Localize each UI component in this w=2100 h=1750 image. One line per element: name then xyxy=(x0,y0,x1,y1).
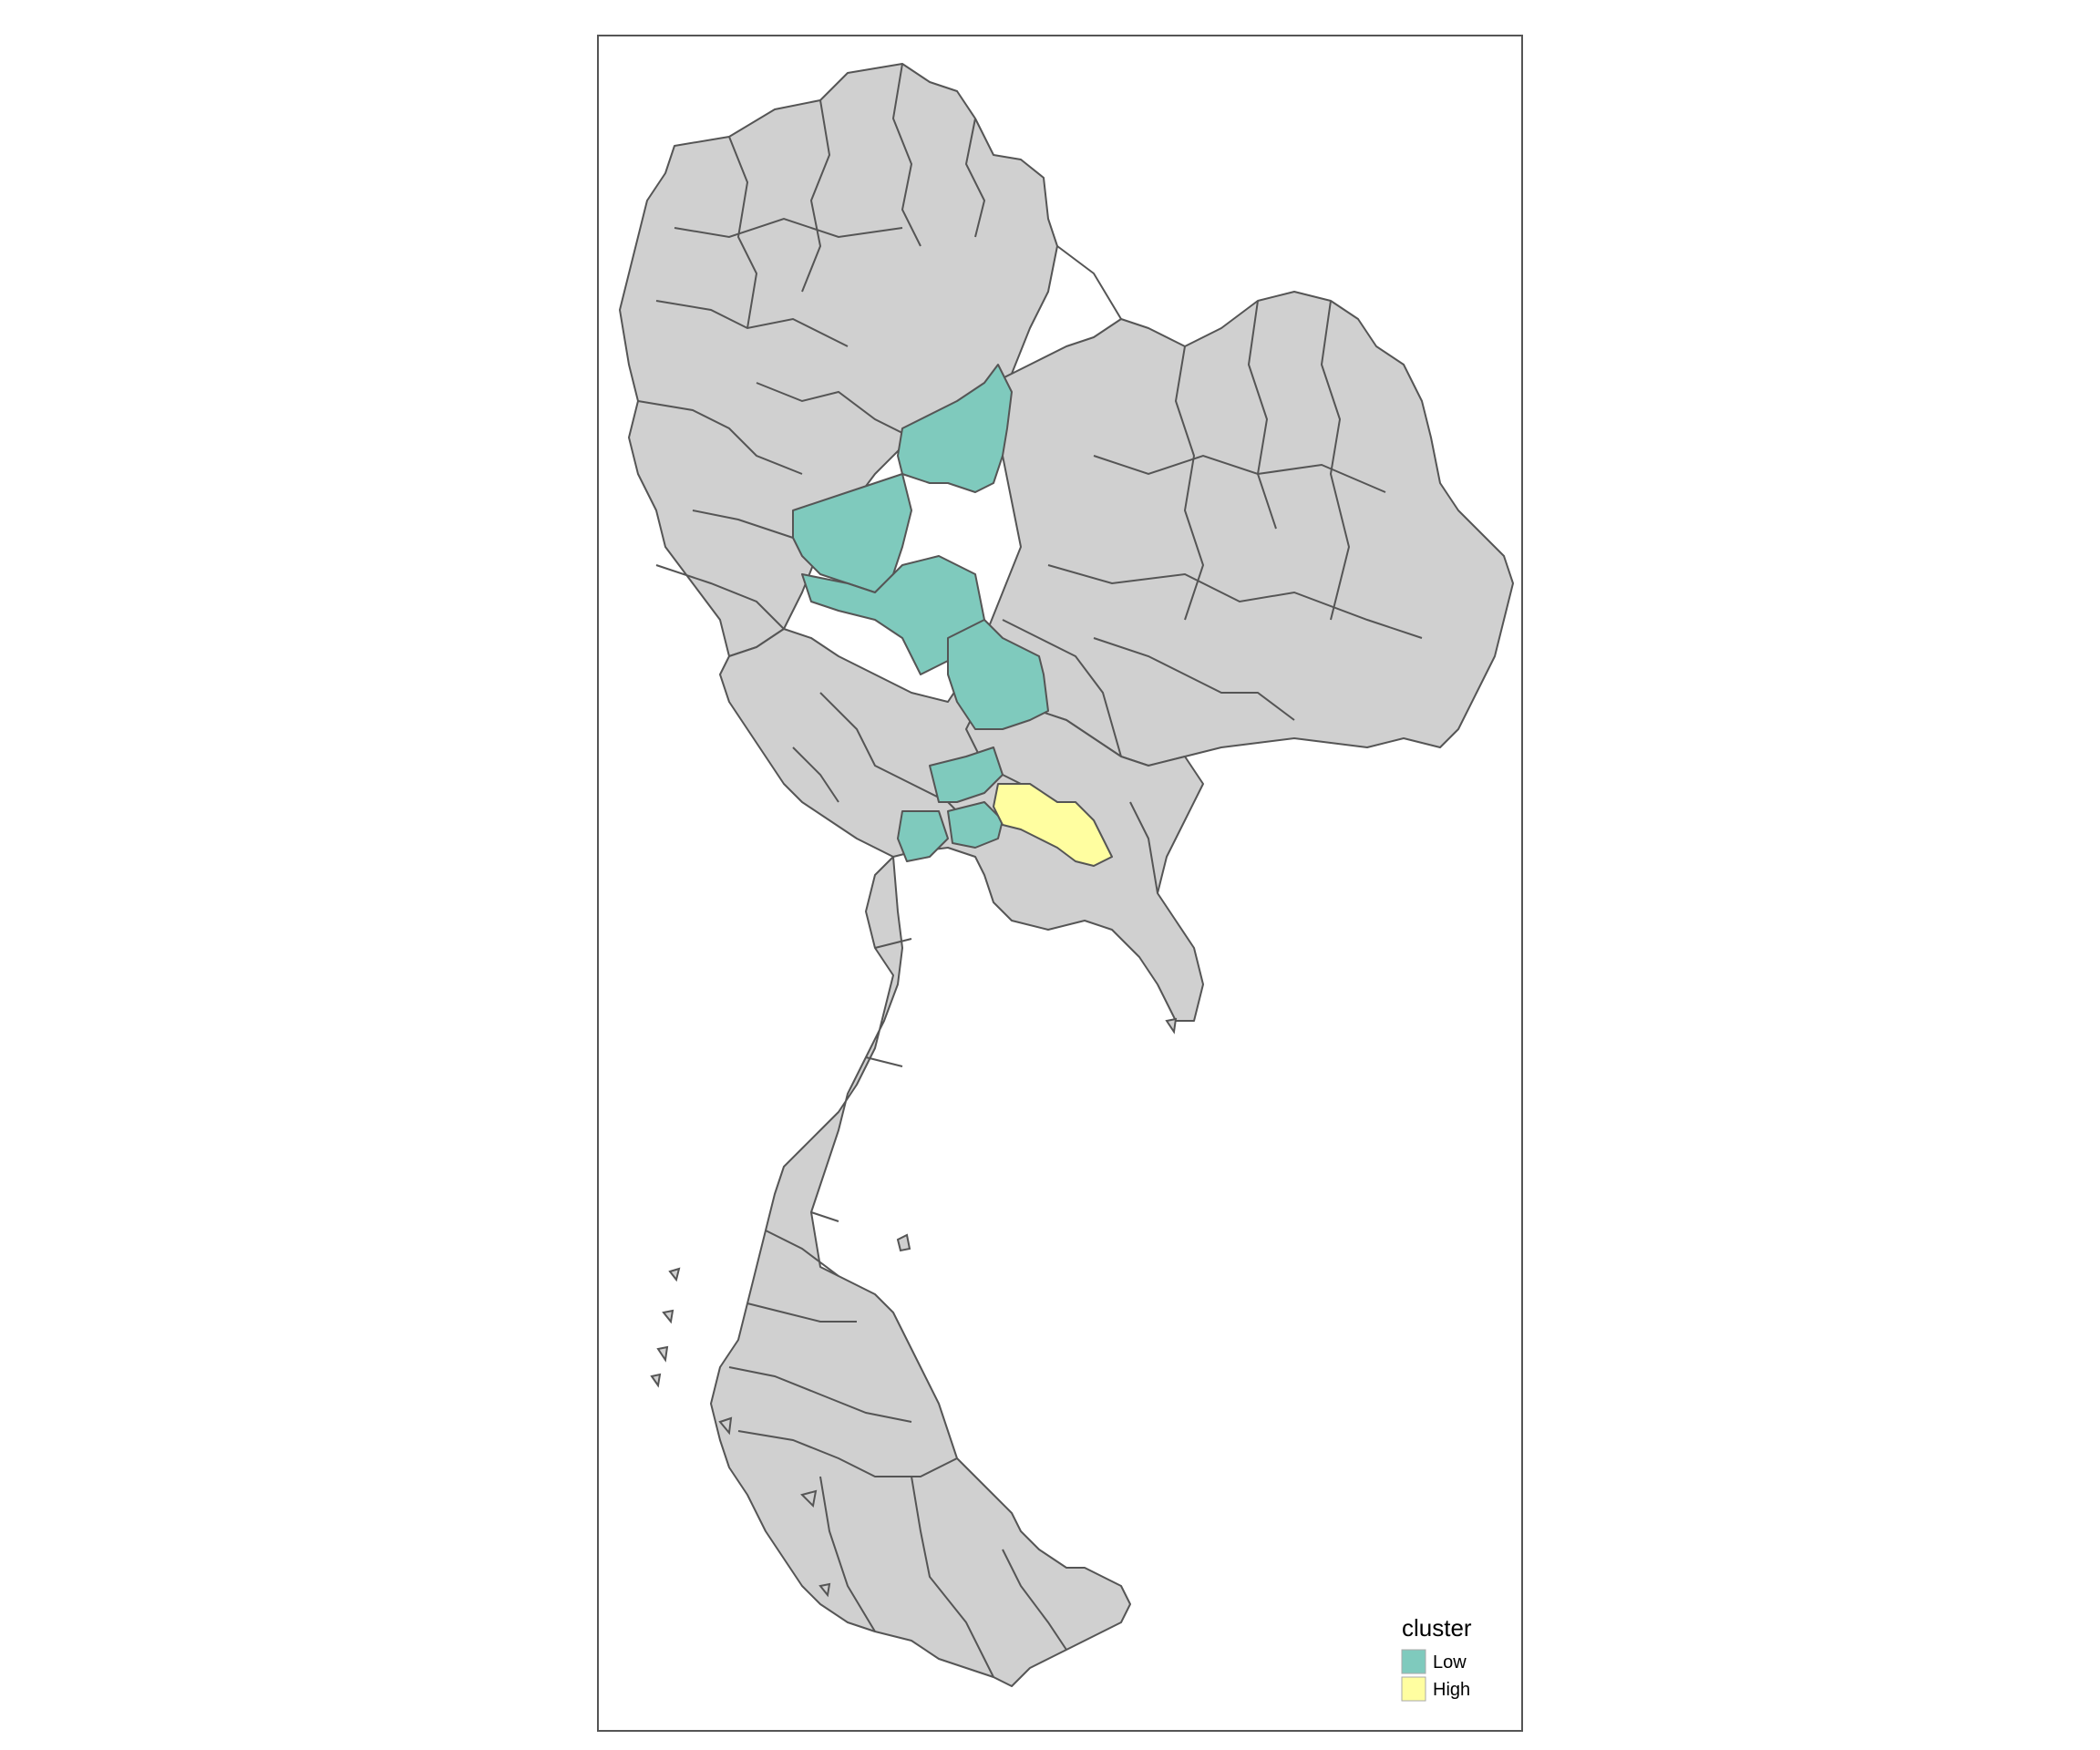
province-low-6 xyxy=(897,810,949,862)
province-region-north xyxy=(619,63,1058,657)
province-low-5 xyxy=(929,746,1004,803)
legend-label-low: Low xyxy=(1433,1652,1467,1673)
islands xyxy=(650,1017,1178,1598)
legend-label-high: High xyxy=(1433,1680,1470,1700)
province-low-7 xyxy=(947,801,1004,849)
province-low-1 xyxy=(897,364,1013,493)
legend: cluster Low High xyxy=(1401,1614,1472,1702)
province-boundaries xyxy=(637,63,1423,1678)
province-region-south xyxy=(710,856,1131,1687)
legend-swatch-low xyxy=(1401,1649,1426,1674)
province-high-1 xyxy=(993,783,1113,867)
legend-title: cluster xyxy=(1402,1614,1472,1642)
province-low-4 xyxy=(947,619,1049,730)
legend-swatch-high xyxy=(1401,1676,1426,1702)
